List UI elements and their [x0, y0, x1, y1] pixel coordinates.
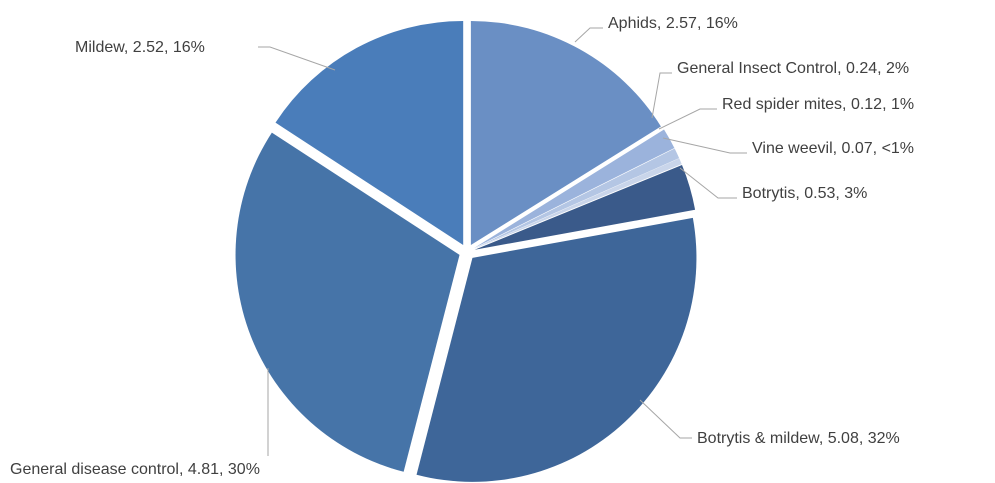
label-separator: , [842, 96, 851, 113]
pie-slice [474, 158, 682, 249]
label-category: Botrytis [742, 185, 795, 202]
leader-line [651, 72, 672, 119]
label-separator: , [873, 140, 882, 157]
pie-slice [470, 21, 661, 246]
label-value: 5.08 [828, 430, 859, 447]
label-value: 2.57 [666, 15, 697, 32]
label-value: 0.07 [842, 140, 873, 157]
label-percent: 32% [868, 430, 900, 447]
pie-slice [416, 217, 697, 482]
label-separator: , [837, 60, 846, 77]
label-separator: , [795, 185, 804, 202]
data-label: Vine weevil, 0.07, <1% [752, 140, 914, 157]
label-category: Vine weevil [752, 140, 833, 157]
label-separator: , [124, 39, 133, 56]
data-label: General disease control, 4.81, 30% [10, 461, 260, 478]
label-separator: , [697, 15, 706, 32]
leader-line [679, 167, 737, 199]
label-value: 4.81 [188, 461, 219, 478]
pie-slice [275, 20, 464, 245]
label-category: Red spider mites [722, 96, 842, 113]
leader-line [258, 46, 336, 71]
label-separator: , [877, 60, 886, 77]
data-label: Aphids, 2.57, 16% [608, 15, 738, 32]
leader-line [658, 108, 717, 130]
data-label: Mildew, 2.52, 16% [75, 39, 205, 56]
label-percent: 2% [886, 60, 909, 77]
data-label: Botrytis & mildew, 5.08, 32% [697, 430, 900, 447]
label-separator: , [833, 140, 842, 157]
label-separator: , [657, 15, 666, 32]
label-category: General disease control [10, 461, 179, 478]
label-value: 0.24 [846, 60, 877, 77]
label-category: General Insect Control [677, 60, 837, 77]
label-value: 0.53 [804, 185, 835, 202]
data-label: General Insect Control, 0.24, 2% [677, 60, 909, 77]
label-percent: 16% [706, 15, 738, 32]
leader-line [574, 27, 603, 43]
label-percent: 3% [844, 185, 867, 202]
leader-line [662, 137, 747, 154]
data-label: Botrytis, 0.53, 3% [742, 185, 867, 202]
label-category: Botrytis & mildew [697, 430, 820, 447]
label-separator: , [835, 185, 844, 202]
label-separator: , [882, 96, 891, 113]
label-value: 2.52 [133, 39, 164, 56]
leader-line [639, 399, 692, 439]
label-percent: 16% [173, 39, 205, 56]
label-separator: , [819, 430, 828, 447]
label-separator: , [164, 39, 173, 56]
label-separator: , [859, 430, 868, 447]
label-separator: , [179, 461, 188, 478]
label-percent: 30% [228, 461, 260, 478]
label-category: Aphids [608, 15, 657, 32]
pie-slice [473, 129, 675, 249]
label-value: 0.12 [851, 96, 882, 113]
pie-slice [474, 164, 696, 250]
label-separator: , [219, 461, 228, 478]
pie-slice [235, 132, 460, 472]
pie-slice [474, 148, 680, 249]
label-percent: <1% [882, 140, 914, 157]
data-label: Red spider mites, 0.12, 1% [722, 96, 914, 113]
label-percent: 1% [891, 96, 914, 113]
label-category: Mildew [75, 39, 125, 56]
